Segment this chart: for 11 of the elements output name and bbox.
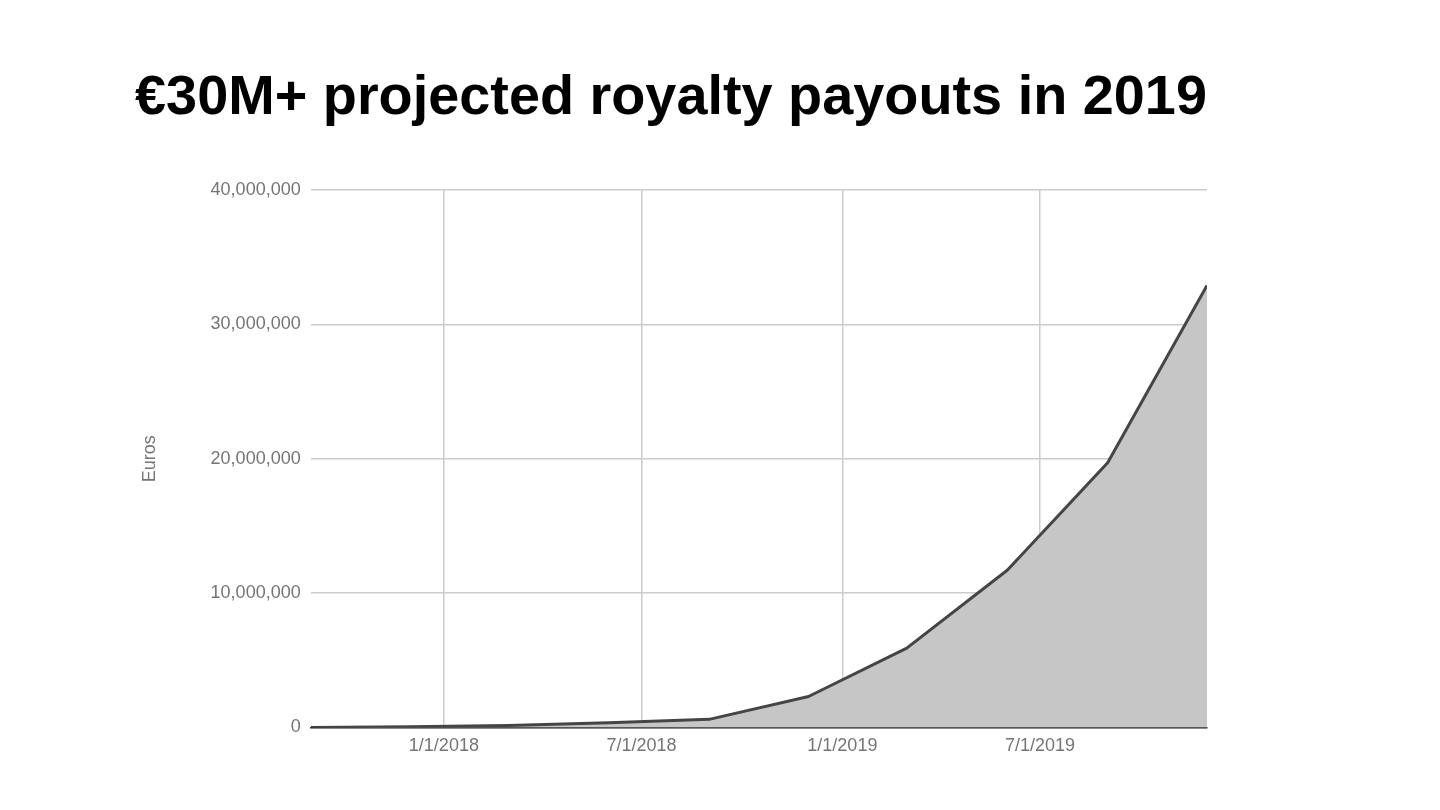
y-tick-label: 10,000,000: [210, 582, 301, 603]
x-tick-label: 1/1/2019: [807, 735, 878, 756]
x-tick-label: 1/1/2018: [408, 735, 479, 756]
y-tick-label: 30,000,000: [210, 313, 301, 334]
x-tick-label: 7/1/2018: [606, 735, 677, 756]
chart-title: €30M+ projected royalty payouts in 2019: [135, 62, 1207, 127]
y-tick-label: 20,000,000: [210, 447, 301, 468]
y-tick-label: 40,000,000: [210, 179, 301, 200]
y-tick-label: 0: [290, 716, 301, 737]
x-tick-label: 7/1/2019: [1004, 735, 1075, 756]
y-axis-title: Euros: [138, 435, 159, 483]
